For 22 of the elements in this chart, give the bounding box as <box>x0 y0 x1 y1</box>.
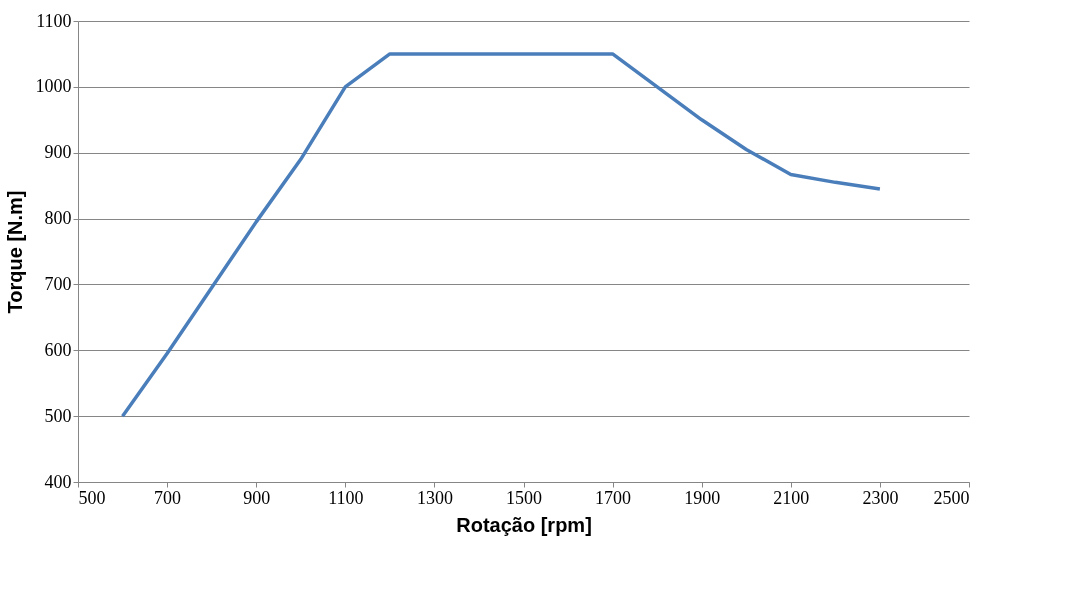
y-tick-label: 500 <box>44 405 72 426</box>
y-tick-label: 1100 <box>36 10 72 31</box>
y-axis-title: Torque [N.m] <box>3 190 26 314</box>
y-tick-label: 900 <box>44 142 72 163</box>
x-tick-label: 1100 <box>328 487 364 508</box>
x-tick-label: 900 <box>243 487 271 508</box>
y-tick-label: 800 <box>44 208 72 229</box>
x-tick-label: 2100 <box>773 487 810 508</box>
x-tick-label: 1300 <box>416 487 453 508</box>
line-series <box>120 52 882 418</box>
x-tick-label: 2500 <box>933 487 970 508</box>
x-tick-label: 2300 <box>862 487 899 508</box>
y-tick-label: 400 <box>44 471 72 492</box>
x-tick-label: 500 <box>78 487 106 508</box>
x-tick-label: 700 <box>154 487 182 508</box>
y-tick-label: 700 <box>44 273 72 294</box>
x-axis-title: Rotação [rpm] <box>456 513 592 536</box>
y-tick-label: 1000 <box>35 76 72 97</box>
x-tick-label: 1900 <box>684 487 721 508</box>
y-tick-label: 600 <box>44 339 72 360</box>
x-tick-label: 1700 <box>595 487 632 508</box>
x-tick-label: 1500 <box>506 487 542 508</box>
